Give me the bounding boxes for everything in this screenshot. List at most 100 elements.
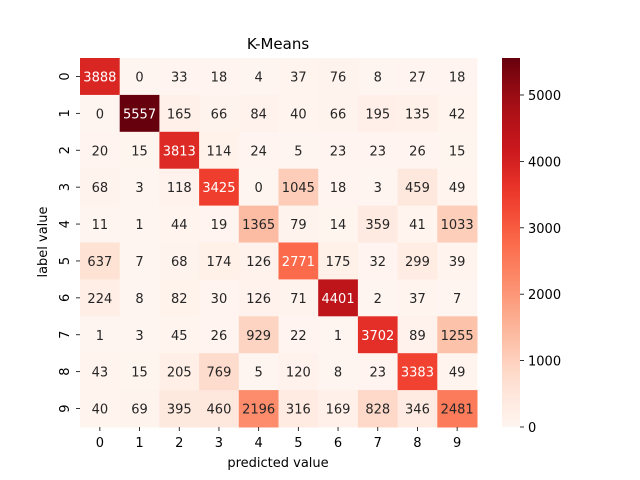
y-tick-label-5: 5 bbox=[58, 257, 73, 265]
cell-value-2-9: 15 bbox=[449, 144, 466, 159]
cell-0-1 bbox=[119, 58, 160, 96]
cell-value-3-6: 18 bbox=[330, 181, 347, 196]
cell-value-5-6: 175 bbox=[326, 255, 351, 270]
cell-value-1-7: 195 bbox=[365, 107, 390, 122]
cell-value-6-9: 7 bbox=[453, 292, 461, 307]
cell-value-4-8: 41 bbox=[409, 218, 426, 233]
cell-6-9 bbox=[437, 279, 478, 317]
x-tick-label-3: 3 bbox=[215, 436, 223, 451]
cell-value-0-6: 76 bbox=[330, 70, 347, 85]
cell-value-2-8: 26 bbox=[409, 144, 426, 159]
y-tick-label-2: 2 bbox=[58, 146, 73, 154]
cell-0-3 bbox=[199, 58, 240, 96]
cell-4-7 bbox=[357, 205, 399, 243]
cell-value-1-2: 165 bbox=[167, 107, 192, 122]
x-tick-label-0: 0 bbox=[96, 436, 104, 451]
cell-0-7 bbox=[357, 58, 399, 96]
cell-8-4 bbox=[238, 353, 279, 391]
cell-7-6 bbox=[318, 316, 359, 354]
cell-2-8 bbox=[397, 131, 438, 170]
cell-3-6 bbox=[318, 168, 359, 207]
cell-value-7-3: 26 bbox=[211, 329, 228, 344]
cell-6-7 bbox=[357, 279, 399, 317]
cell-value-0-9: 18 bbox=[449, 70, 466, 85]
cell-5-6 bbox=[318, 242, 359, 280]
cell-0-0 bbox=[80, 58, 121, 96]
cell-value-9-8: 346 bbox=[405, 403, 430, 418]
cell-6-1 bbox=[119, 279, 160, 317]
cell-value-3-3: 3425 bbox=[202, 181, 235, 196]
y-tick-label-9: 9 bbox=[58, 404, 73, 412]
cell-9-2 bbox=[159, 390, 200, 428]
cell-1-5 bbox=[278, 94, 319, 133]
x-tick-label-2: 2 bbox=[175, 436, 183, 451]
cell-2-4 bbox=[238, 131, 279, 170]
cell-value-9-7: 828 bbox=[365, 403, 390, 418]
cell-value-1-8: 135 bbox=[405, 107, 430, 122]
cell-8-2 bbox=[159, 353, 200, 391]
cell-value-7-8: 89 bbox=[409, 329, 426, 344]
cell-value-8-8: 3383 bbox=[401, 366, 434, 381]
cell-6-6 bbox=[318, 279, 359, 317]
colorbar: 0 1000 2000 3000 4000 5000 bbox=[502, 58, 561, 436]
cell-8-5 bbox=[278, 353, 319, 391]
cell-value-0-2: 33 bbox=[171, 70, 188, 85]
cell-value-5-8: 299 bbox=[405, 255, 430, 270]
cell-6-0 bbox=[80, 279, 121, 317]
cell-8-8 bbox=[397, 353, 438, 391]
cell-value-4-0: 11 bbox=[92, 218, 109, 233]
cell-9-5 bbox=[278, 390, 319, 428]
cell-value-6-0: 224 bbox=[87, 292, 112, 307]
cell-1-9 bbox=[437, 94, 478, 133]
cell-8-6 bbox=[318, 353, 359, 391]
cell-value-6-1: 8 bbox=[135, 292, 143, 307]
cell-6-3 bbox=[199, 279, 240, 317]
cell-8-9 bbox=[437, 353, 478, 391]
cell-value-2-6: 23 bbox=[330, 144, 347, 159]
cell-value-5-0: 637 bbox=[87, 255, 112, 270]
cell-9-3 bbox=[199, 390, 240, 428]
cell-value-3-9: 49 bbox=[449, 181, 466, 196]
cell-1-8 bbox=[397, 94, 438, 133]
cell-value-6-7: 2 bbox=[374, 292, 382, 307]
y-tick-labels: 0 1 2 3 4 5 6 7 8 9 bbox=[58, 72, 80, 413]
cell-value-7-4: 929 bbox=[246, 329, 271, 344]
x-tick-labels: 0 1 2 3 4 5 6 7 8 9 bbox=[96, 427, 461, 451]
cell-value-5-2: 68 bbox=[171, 255, 188, 270]
cell-value-3-0: 68 bbox=[92, 181, 109, 196]
cell-value-1-6: 66 bbox=[330, 107, 347, 122]
cell-value-6-2: 82 bbox=[171, 292, 188, 307]
cell-7-7 bbox=[357, 316, 399, 354]
cell-value-4-6: 14 bbox=[330, 218, 347, 233]
cell-7-4 bbox=[238, 316, 279, 354]
cell-8-0 bbox=[80, 353, 121, 391]
cell-2-3 bbox=[199, 131, 240, 170]
cell-0-2 bbox=[159, 58, 200, 96]
cell-value-0-1: 0 bbox=[135, 70, 143, 85]
cell-3-9 bbox=[437, 168, 478, 207]
cell-value-5-3: 174 bbox=[207, 255, 232, 270]
cell-5-5 bbox=[278, 242, 319, 280]
cell-3-4 bbox=[238, 168, 279, 207]
cell-value-0-0: 3888 bbox=[83, 70, 116, 85]
x-tick-label-7: 7 bbox=[374, 436, 382, 451]
cell-1-7 bbox=[357, 94, 399, 133]
cell-value-8-3: 769 bbox=[207, 366, 232, 381]
x-tick-label-9: 9 bbox=[453, 436, 461, 451]
cell-5-3 bbox=[199, 242, 240, 280]
cell-0-9 bbox=[437, 58, 478, 96]
cell-1-1 bbox=[119, 94, 160, 133]
cell-value-2-7: 23 bbox=[369, 144, 386, 159]
cell-value-3-5: 1045 bbox=[282, 181, 315, 196]
cell-value-2-1: 15 bbox=[131, 144, 148, 159]
chart-title: K-Means bbox=[247, 35, 310, 53]
cell-value-4-3: 19 bbox=[211, 218, 228, 233]
cell-value-5-9: 39 bbox=[449, 255, 466, 270]
cell-value-9-9: 2481 bbox=[441, 403, 474, 418]
cell-value-3-8: 459 bbox=[405, 181, 430, 196]
cell-5-2 bbox=[159, 242, 200, 280]
cell-4-9 bbox=[437, 205, 478, 243]
y-tick-label-1: 1 bbox=[58, 109, 73, 117]
cell-value-4-4: 1365 bbox=[242, 218, 275, 233]
cell-7-1 bbox=[119, 316, 160, 354]
